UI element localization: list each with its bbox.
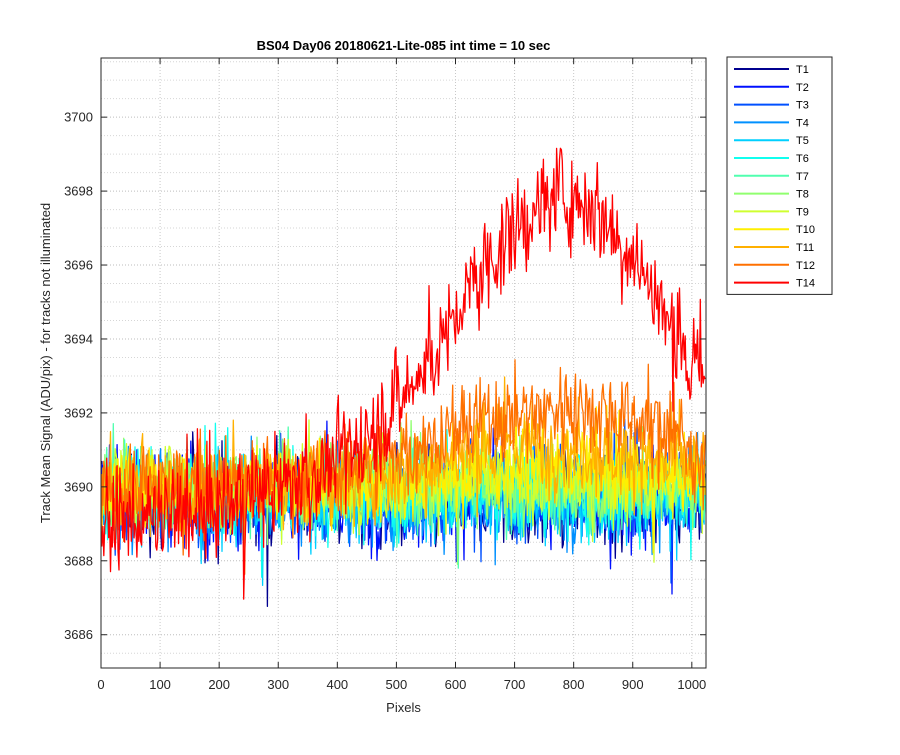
legend-label: T14 <box>796 278 815 290</box>
x-tick-label: 100 <box>149 677 171 692</box>
legend-label: T5 <box>796 135 809 147</box>
legend-label: T12 <box>796 260 815 272</box>
y-tick-label: 3698 <box>64 184 93 199</box>
y-axis-label: Track Mean Signal (ADU/pix) - for tracks… <box>38 203 53 523</box>
legend-label: T8 <box>796 189 809 201</box>
legend-label: T3 <box>796 100 809 112</box>
y-tick-label: 3690 <box>64 479 93 494</box>
y-tick-label: 3700 <box>64 110 93 125</box>
x-tick-label: 0 <box>97 677 104 692</box>
y-tick-label: 3688 <box>64 553 93 568</box>
x-tick-label: 600 <box>445 677 467 692</box>
legend-label: T6 <box>796 153 809 165</box>
legend-label: T4 <box>796 117 809 129</box>
legend-label: T2 <box>796 82 809 94</box>
chart-title: BS04 Day06 20180621-Lite-085 int time = … <box>257 38 551 53</box>
x-tick-label: 200 <box>208 677 230 692</box>
x-tick-label: 1000 <box>677 677 706 692</box>
legend-label: T10 <box>796 224 815 236</box>
y-tick-label: 3686 <box>64 627 93 642</box>
y-tick-label: 3694 <box>64 331 93 346</box>
x-tick-label: 400 <box>326 677 348 692</box>
x-tick-label: 800 <box>563 677 585 692</box>
x-tick-label: 700 <box>504 677 526 692</box>
series-line-t14 <box>101 147 706 600</box>
x-tick-label: 500 <box>386 677 408 692</box>
x-tick-label: 300 <box>267 677 289 692</box>
x-tick-label: 900 <box>622 677 644 692</box>
y-tick-label: 3696 <box>64 258 93 273</box>
y-tick-label: 3692 <box>64 405 93 420</box>
legend-label: T1 <box>796 64 809 76</box>
legend: T1 T2 T3 T4 T5 T6 T7 T8 T9 T10 T11 T12 T14 <box>726 56 833 295</box>
plot-area <box>101 58 706 668</box>
legend-label: T7 <box>796 171 809 183</box>
legend-label: T11 <box>796 242 814 254</box>
axes-box <box>100 57 707 669</box>
x-axis-label: Pixels <box>386 700 421 715</box>
series-layer <box>101 147 706 608</box>
ticks: 0 100 200 300 400 500 600 700 800 900 1000 3686 3688… <box>64 58 706 692</box>
series-line-t11 <box>101 376 706 541</box>
legend-label: T9 <box>796 206 809 218</box>
